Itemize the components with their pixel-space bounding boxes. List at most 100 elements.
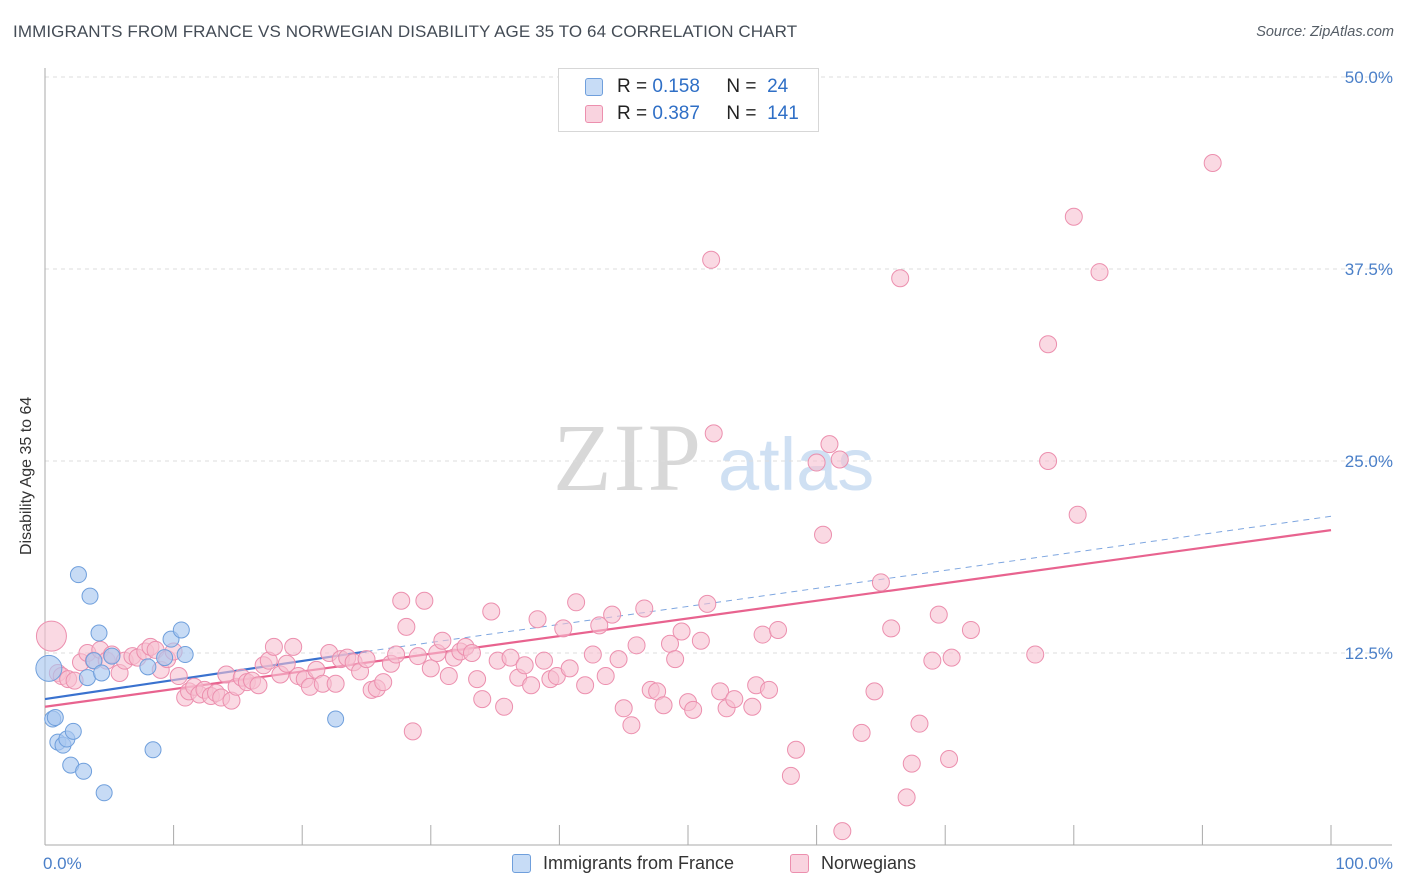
norwegians-point: [326, 674, 345, 693]
norwegians-point: [277, 654, 296, 673]
norwegians-points: [35, 154, 1222, 841]
france-point: [93, 664, 111, 682]
norwegians-point: [704, 424, 723, 443]
norwegians-point: [169, 667, 188, 686]
norwegians-point: [495, 697, 514, 716]
source-label: Source: ZipAtlas.com: [1256, 24, 1394, 40]
france-point: [85, 652, 103, 670]
norwegians-point: [833, 822, 852, 841]
norwegians-point: [666, 650, 685, 669]
norwegians-point: [1039, 335, 1058, 354]
norwegians-point: [1068, 505, 1087, 524]
bottom-legend-swatch-norwegians: [790, 853, 809, 873]
tick-labels: 12.5% 25.0% 37.5% 50.0% 0.0% 100.0%: [43, 68, 1393, 873]
norwegians-point: [249, 676, 268, 695]
norwegians-point: [482, 602, 501, 621]
y-tick-label: 12.5%: [1345, 644, 1393, 663]
norwegians-point: [698, 594, 717, 613]
norwegians-point: [820, 435, 839, 454]
norwegians-point: [1039, 452, 1058, 470]
legend-r-label: R =: [617, 103, 648, 124]
france-point: [90, 624, 108, 642]
norwegians-point: [421, 659, 440, 678]
france-point: [75, 762, 93, 780]
france-point: [78, 669, 96, 687]
norwegians-point: [415, 591, 434, 610]
france-point: [144, 741, 162, 759]
legend-r-value-france: 0.158: [652, 76, 700, 97]
norwegians-point: [852, 723, 871, 742]
legend-r-value-norwegians: 0.387: [652, 103, 700, 124]
norwegians-point: [560, 659, 579, 678]
watermark-zip: ZIP: [553, 404, 703, 511]
norwegians-point: [865, 682, 884, 701]
norwegians-point: [635, 599, 654, 618]
norwegians-point: [622, 716, 641, 735]
france-point: [139, 658, 157, 676]
norwegians-point: [528, 610, 547, 629]
zipatlas-watermark: ZIP atlas: [553, 404, 874, 511]
legend-swatch-france: [585, 78, 603, 96]
legend-n-value-norwegians: 141: [767, 103, 799, 124]
norwegians-point: [627, 636, 646, 655]
legend-swatch-norwegians: [585, 105, 603, 123]
norwegians-point: [515, 656, 534, 675]
france-point: [35, 654, 63, 682]
stats-legend: R = 0.158 N = 24 R = 0.387 N = 141: [558, 68, 819, 132]
y-axis-label: Disability Age 35 to 64: [18, 396, 35, 555]
norwegians-point: [882, 619, 901, 638]
norwegians-point: [567, 593, 586, 612]
norwegians-point: [787, 740, 806, 759]
norwegians-point: [702, 250, 721, 269]
norwegians-point: [392, 591, 411, 610]
y-tick-label: 25.0%: [1345, 452, 1393, 471]
norwegians-point: [357, 650, 376, 669]
norwegians-point: [923, 651, 942, 670]
france-trend-extension: [366, 515, 1332, 652]
legend-n-label: N =: [726, 76, 757, 97]
france-point: [46, 709, 64, 727]
norwegians-point: [691, 631, 710, 650]
norwegians-point: [940, 749, 959, 768]
bottom-legend-label-norwegians: Norwegians: [821, 852, 917, 873]
norwegians-point: [403, 722, 422, 741]
chart-title: IMMIGRANTS FROM FRANCE VS NORWEGIAN DISA…: [13, 22, 798, 41]
norwegians-point: [576, 676, 595, 695]
norwegians-point: [433, 631, 452, 650]
france-point: [327, 710, 345, 728]
x-tick-label-max: 100.0%: [1335, 854, 1393, 873]
france-point: [172, 621, 190, 639]
norwegians-point: [583, 645, 602, 664]
norwegians-point: [614, 699, 633, 718]
france-point: [103, 647, 121, 665]
norwegians-point: [609, 650, 628, 669]
norwegians-point: [1026, 645, 1045, 664]
norwegians-point: [264, 637, 283, 656]
norwegians-point: [760, 680, 779, 699]
norwegians-point: [284, 637, 303, 656]
france-point: [95, 784, 113, 802]
france-point: [156, 649, 174, 667]
bottom-legend-norwegians: Norwegians: [790, 850, 916, 876]
norwegians-point: [711, 682, 730, 701]
norwegians-point: [942, 648, 961, 667]
norwegians-point: [897, 788, 916, 807]
norwegians-point: [891, 269, 910, 288]
norwegians-point: [743, 697, 762, 716]
norwegians-point: [387, 645, 406, 664]
norwegians-point: [961, 620, 980, 639]
y-tick-label: 37.5%: [1345, 260, 1393, 279]
norwegians-point: [684, 700, 703, 719]
france-point: [64, 722, 82, 740]
france-point: [81, 587, 99, 605]
norwegians-point: [769, 620, 788, 639]
france-point: [69, 566, 87, 584]
france-trend-line: [44, 650, 367, 701]
norwegians-point: [654, 696, 673, 715]
gridlines: [45, 76, 1392, 654]
norwegians-point: [473, 690, 492, 709]
y-tick-label: 50.0%: [1345, 68, 1393, 87]
norwegians-point: [534, 651, 553, 670]
legend-r-label: R =: [617, 76, 648, 97]
x-tick-label-min: 0.0%: [43, 854, 82, 873]
